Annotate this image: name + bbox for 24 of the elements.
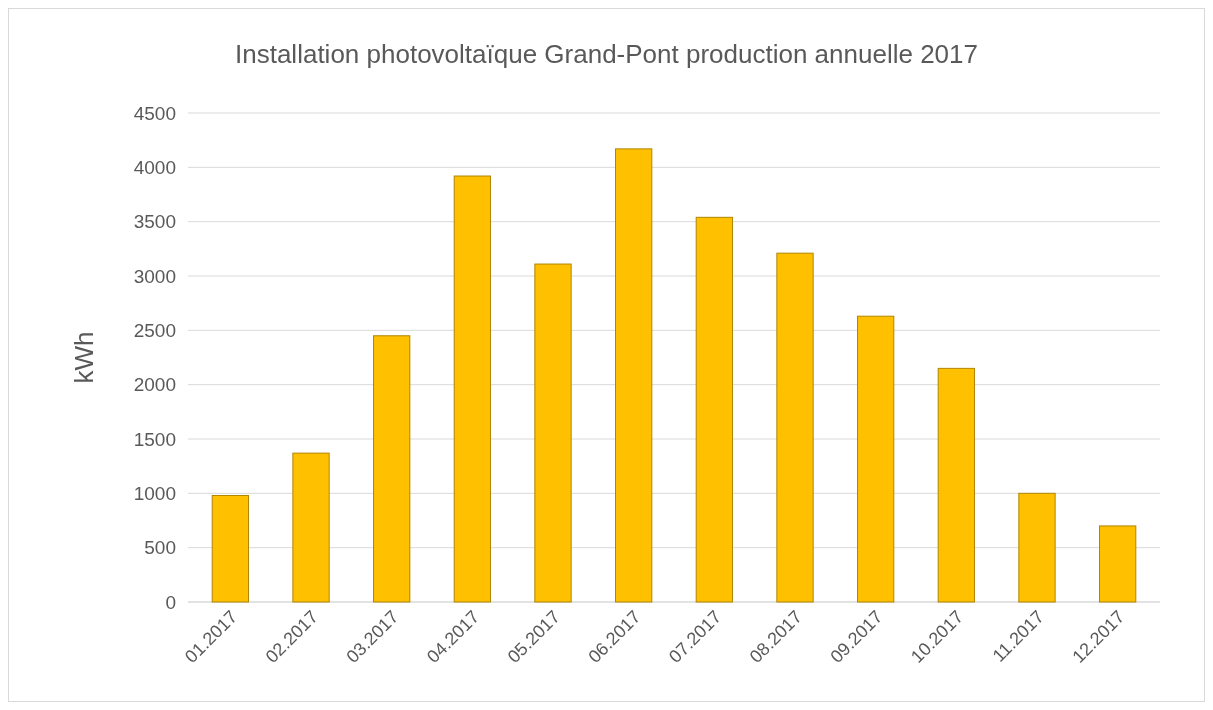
bar (373, 335, 411, 603)
bar (937, 367, 975, 603)
y-tick-label: 500 (144, 537, 176, 559)
bar (857, 315, 895, 603)
y-tick-label: 2000 (133, 374, 176, 396)
bar (695, 216, 733, 603)
chart-title: Installation photovoltaïque Grand-Pont production annuelle 2017 (235, 39, 978, 69)
y-tick-label: 4500 (133, 102, 176, 124)
bar (453, 175, 491, 603)
bar (776, 252, 814, 603)
y-tick-label: 1000 (133, 482, 176, 504)
y-tick-label: 3500 (133, 211, 176, 233)
bar (1099, 525, 1137, 603)
bar (615, 148, 653, 603)
y-axis-title: kWh (69, 331, 99, 384)
y-tick-label: 0 (165, 591, 176, 613)
y-tick-label: 3000 (133, 265, 176, 287)
bar (534, 263, 572, 603)
y-tick-label: 1500 (133, 428, 176, 450)
y-tick-label: 4000 (133, 156, 176, 178)
bar (1018, 492, 1056, 603)
bar (292, 452, 330, 603)
y-tick-label: 2500 (133, 319, 176, 341)
bar (211, 495, 249, 603)
